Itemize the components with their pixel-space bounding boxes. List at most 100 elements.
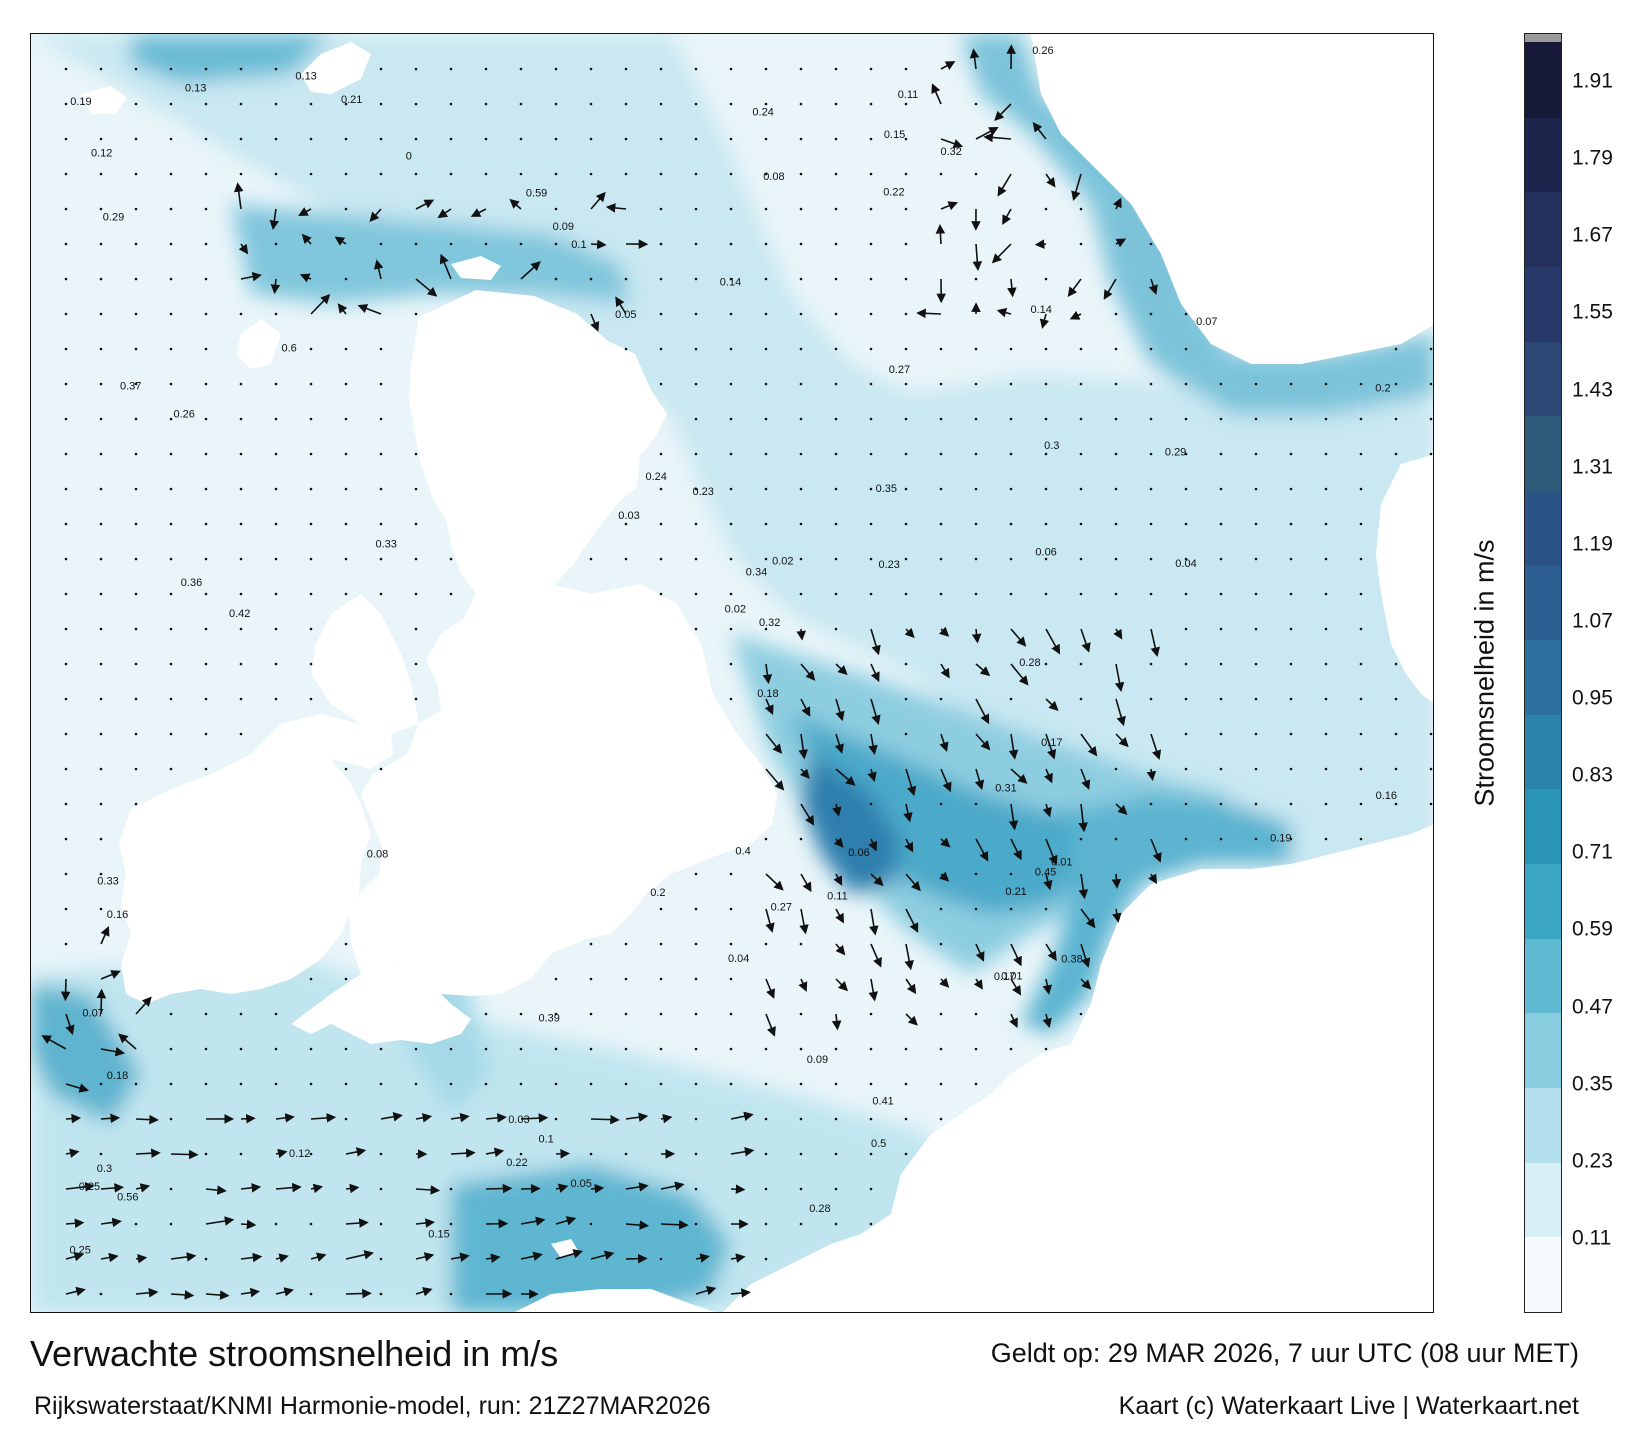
grid-dot (64, 277, 68, 281)
current-arrow (870, 943, 882, 968)
grid-dot (204, 207, 208, 211)
grid-dot (64, 67, 68, 71)
grid-dot (1079, 557, 1083, 561)
grid-dot (1044, 382, 1048, 386)
grid-dot (939, 522, 943, 526)
current-speed-label: 0.08 (763, 171, 784, 183)
grid-dot (274, 312, 278, 316)
grid-dot (99, 382, 103, 386)
grid-dot (554, 137, 558, 141)
current-arrow (939, 977, 950, 988)
grid-dot (1219, 767, 1223, 771)
grid-dot (589, 1047, 593, 1051)
grid-dot (729, 627, 733, 631)
grid-dot (764, 312, 768, 316)
current-speed-label: 0.16 (107, 909, 128, 921)
grid-dot (554, 277, 558, 281)
grid-dot (799, 172, 803, 176)
current-arrow (971, 628, 982, 644)
current-arrow (835, 663, 848, 676)
grid-dot (1149, 557, 1153, 561)
grid-dot (1219, 452, 1223, 456)
grid-dot (274, 67, 278, 71)
grid-dot (1254, 382, 1258, 386)
current-arrow (310, 1113, 337, 1123)
grid-dot (274, 592, 278, 596)
grid-dot (344, 767, 348, 771)
current-arrow (520, 1251, 543, 1261)
grid-dot (274, 172, 278, 176)
colorbar (1524, 33, 1562, 1313)
current-arrow (520, 1216, 546, 1226)
grid-dot (99, 802, 103, 806)
grid-dot (869, 382, 873, 386)
grid-dot (64, 767, 68, 771)
grid-dot (764, 1152, 768, 1156)
current-arrow (1069, 310, 1082, 320)
grid-dot (169, 137, 173, 141)
grid-dot (1289, 452, 1293, 456)
grid-dot (589, 277, 593, 281)
grid-dot (764, 137, 768, 141)
grid-dot (239, 487, 243, 491)
current-arrow (1039, 313, 1050, 329)
grid-dot (904, 697, 908, 701)
current-arrow (1010, 943, 1022, 967)
current-arrow (940, 201, 959, 211)
grid-dot (379, 1187, 383, 1191)
grid-dot (344, 382, 348, 386)
current-arrow (590, 313, 600, 332)
grid-dot (414, 592, 418, 596)
grid-dot (274, 697, 278, 701)
current-arrow (100, 926, 110, 945)
current-arrow (100, 1217, 122, 1228)
grid-dot (1009, 872, 1013, 876)
grid-dot (239, 1082, 243, 1086)
grid-dot (204, 417, 208, 421)
grid-dot (449, 1047, 453, 1051)
current-speed-label: 0.23 (693, 486, 714, 498)
grid-dot (1044, 452, 1048, 456)
colorbar-tick-label: 1.07 (1572, 609, 1613, 633)
grid-dot (134, 417, 138, 421)
colorbar-tick-label: 0.23 (1572, 1149, 1613, 1173)
current-arrow (275, 1253, 289, 1263)
current-speed-label: 0.11 (827, 890, 848, 902)
grid-dot (729, 1082, 733, 1086)
grid-dot (1429, 382, 1433, 386)
grid-dot (449, 1082, 453, 1086)
current-speed-label: 0.02 (725, 603, 746, 615)
grid-dot (764, 1257, 768, 1261)
grid-dot (64, 697, 68, 701)
grid-dot (449, 102, 453, 106)
grid-dot (379, 137, 383, 141)
current-arrow (799, 908, 809, 935)
current-arrow (275, 1113, 295, 1123)
grid-dot (799, 1012, 803, 1016)
grid-dot (694, 277, 698, 281)
grid-dot (974, 347, 978, 351)
current-speed-label: 0.36 (181, 577, 202, 589)
current-speed-label: 0.39 (539, 1013, 560, 1025)
grid-dot (869, 487, 873, 491)
grid-dot (974, 1047, 978, 1051)
grid-dot (99, 872, 103, 876)
current-arrow (625, 1253, 648, 1264)
current-speed-label: 0.27 (889, 364, 910, 376)
grid-dot (1219, 557, 1223, 561)
grid-dot (1429, 452, 1433, 456)
grid-dot (1219, 487, 1223, 491)
current-arrow (935, 224, 946, 245)
current-arrow (833, 837, 844, 848)
grid-dot (239, 382, 243, 386)
grid-dot (239, 137, 243, 141)
grid-dot (169, 67, 173, 71)
grid-dot (869, 1152, 873, 1156)
grid-dot (659, 452, 663, 456)
current-speed-map[interactable]: 0.1 0.14 0.08 0.07 0.09 0.05 0.12 0.13 0.11 0.16 0… (30, 33, 1434, 1313)
grid-dot (344, 207, 348, 211)
grid-dot (764, 347, 768, 351)
grid-dot (1394, 452, 1398, 456)
grid-dot (519, 1012, 523, 1016)
grid-dot (764, 1082, 768, 1086)
